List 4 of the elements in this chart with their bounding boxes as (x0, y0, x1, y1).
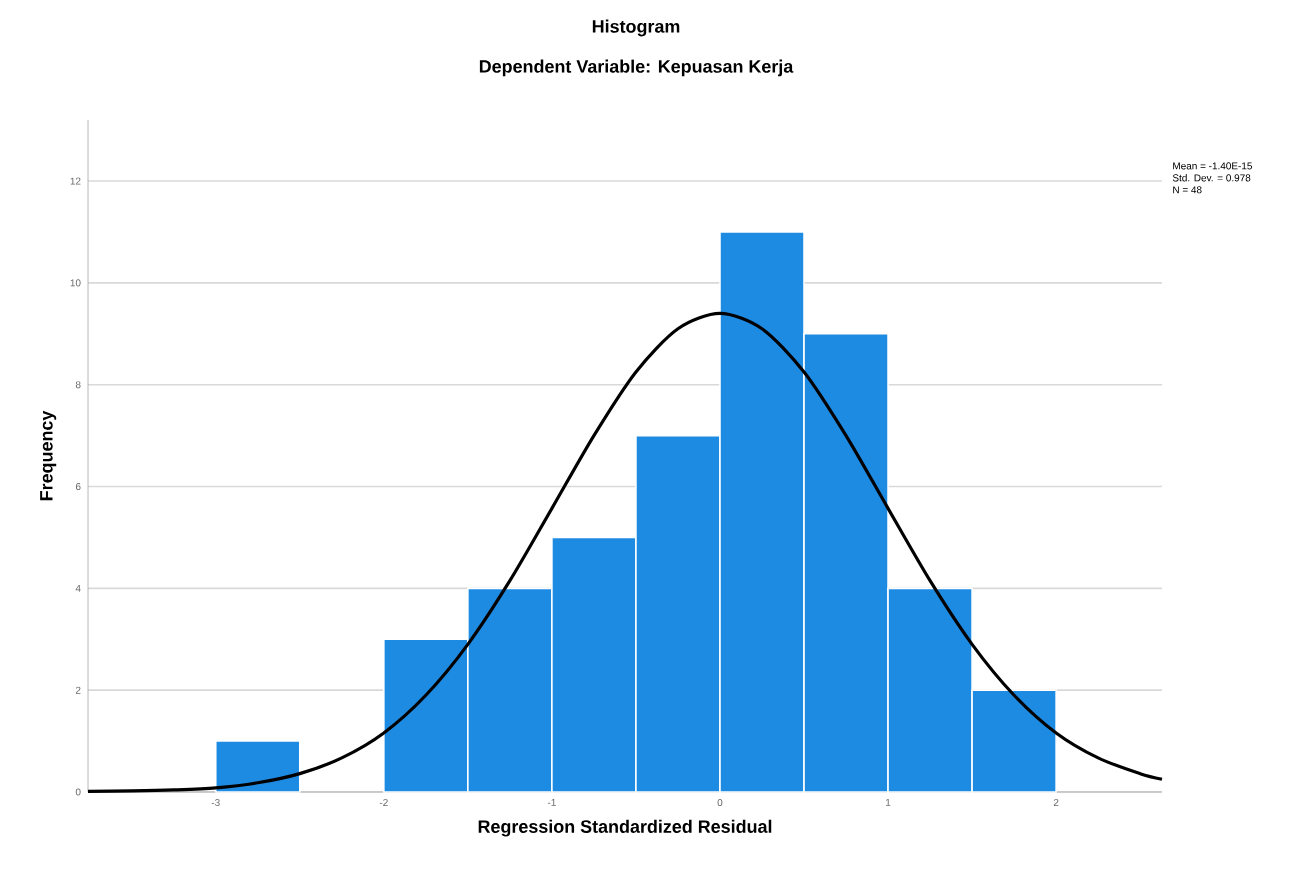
chart-subtitle: Dependent Variable: Kepuasan Kerja (479, 59, 794, 77)
x-axis-title: Regression Standardized Residual (478, 819, 772, 837)
y-axis-title: Frequency (40, 410, 57, 501)
chart-title: Histogram (592, 19, 680, 37)
